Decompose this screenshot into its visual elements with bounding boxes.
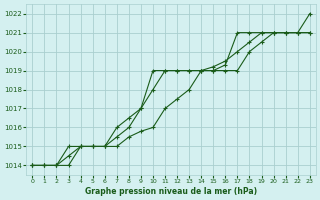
- X-axis label: Graphe pression niveau de la mer (hPa): Graphe pression niveau de la mer (hPa): [85, 187, 257, 196]
